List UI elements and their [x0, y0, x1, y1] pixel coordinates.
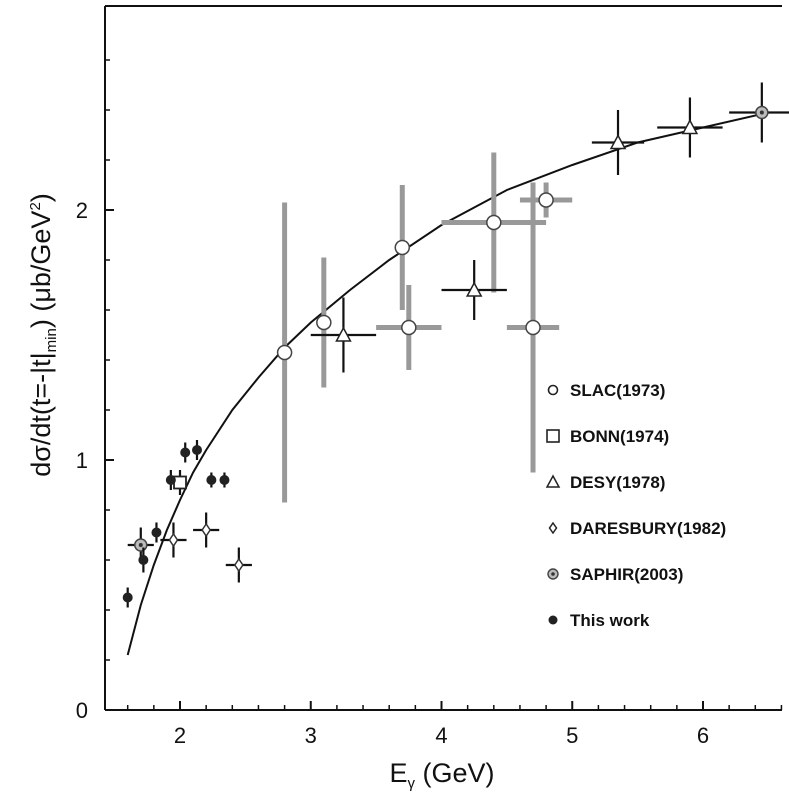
legend: SLAC(1973) BONN(1974) DESY(1978) DARESBURY(… [545, 381, 726, 630]
data-point-square-0 [173, 475, 187, 490]
data-point-circle-6 [538, 192, 554, 208]
legend-label-circle: SLAC(1973) [570, 381, 665, 400]
data-point-filled-circle-0 [122, 592, 133, 603]
data-point-filled-circle-2 [151, 527, 162, 538]
legend-item-filled-circle: This work [548, 611, 650, 630]
y-tick-label-2: 2 [76, 198, 88, 223]
data-points-layer [122, 82, 789, 608]
legend-label-diamond: DARESBURY(1982) [570, 519, 726, 538]
legend-label-square: BONN(1974) [570, 427, 669, 446]
data-point-filled-circle-5 [191, 445, 202, 455]
legend-label-dotted-circle: SAPHIR(2003) [570, 565, 683, 584]
data-point-filled-circle-3 [165, 475, 176, 485]
y-tick-label-1: 1 [76, 448, 88, 473]
data-point-circle-0 [276, 344, 293, 361]
data-point-filled-circle-4 [180, 447, 191, 458]
legend-marker-circle [547, 384, 559, 396]
legend-marker-filled-circle [548, 615, 558, 625]
data-point-circle-5 [525, 319, 541, 336]
data-point-triangle-2 [609, 133, 627, 150]
data-point-triangle-1 [465, 281, 483, 297]
series-circle [276, 152, 573, 503]
data-point-dotted-circle-1-dot [759, 110, 764, 115]
series-dotted-circle [127, 82, 789, 563]
x-tick-label-2: 2 [174, 723, 186, 748]
legend-marker-triangle [545, 474, 561, 488]
legend-marker-square [546, 429, 560, 443]
x-tick-label-6: 6 [697, 723, 709, 748]
ticks: 2 3 4 5 6 0 1 2 [76, 59, 783, 748]
legend-label-filled-circle: This work [570, 611, 650, 630]
x-tick-label-4: 4 [435, 723, 447, 748]
x-axis-title: Eγ (GeV) [389, 758, 494, 792]
data-point-circle-3 [401, 319, 417, 336]
series-filled-circle [122, 440, 230, 608]
data-point-dotted-circle-0-dot [138, 543, 143, 547]
x-tick-label-3: 3 [305, 723, 317, 748]
y-axis-title: dσ/dt(t=-|t|min) (μb/GeV2) [26, 193, 60, 477]
legend-item-triangle: DESY(1978) [545, 473, 665, 492]
series-square [173, 470, 187, 495]
data-point-filled-circle-1 [138, 555, 149, 565]
data-point-triangle-0 [335, 326, 352, 342]
legend-marker-diamond [548, 521, 558, 535]
data-point-triangle-3 [681, 118, 699, 135]
series-diamond [160, 512, 252, 583]
legend-item-dotted-circle: SAPHIR(2003) [547, 565, 683, 584]
data-point-circle-4 [486, 214, 502, 231]
data-point-filled-circle-7 [219, 475, 230, 485]
legend-item-circle: SLAC(1973) [547, 381, 665, 400]
legend-marker-dot [551, 572, 555, 576]
series-triangle [310, 97, 723, 373]
data-point-filled-circle-6 [206, 475, 217, 485]
legend-item-diamond: DARESBURY(1982) [548, 519, 726, 538]
legend-label-triangle: DESY(1978) [570, 473, 665, 492]
legend-item-square: BONN(1974) [546, 427, 669, 446]
data-point-diamond-1 [201, 522, 212, 538]
data-point-circle-2 [394, 239, 411, 256]
y-tick-label-0: 0 [76, 698, 88, 723]
data-point-diamond-0 [168, 532, 179, 548]
data-point-circle-1 [316, 314, 332, 331]
data-point-diamond-2 [233, 557, 244, 573]
x-tick-label-5: 5 [566, 723, 578, 748]
plot-area [104, 5, 782, 711]
